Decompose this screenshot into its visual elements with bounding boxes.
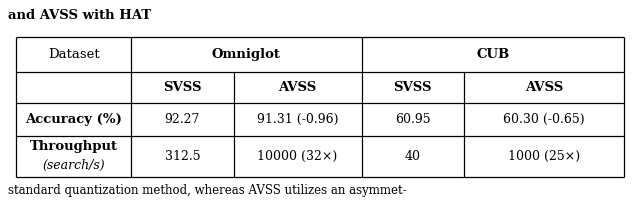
Text: SVSS: SVSS	[163, 81, 202, 94]
Text: 60.95: 60.95	[395, 113, 431, 126]
Text: 92.27: 92.27	[164, 113, 200, 126]
Text: Accuracy (%): Accuracy (%)	[25, 113, 122, 126]
Text: Dataset: Dataset	[48, 48, 99, 61]
Text: AVSS: AVSS	[525, 81, 563, 94]
Text: 312.5: 312.5	[164, 150, 200, 163]
Text: 60.30 (-0.65): 60.30 (-0.65)	[503, 113, 585, 126]
Text: 40: 40	[405, 150, 421, 163]
Text: standard quantization method, whereas AVSS utilizes an asymmet-: standard quantization method, whereas AV…	[8, 184, 406, 197]
Text: 10000 (32×): 10000 (32×)	[257, 150, 338, 163]
Text: AVSS: AVSS	[278, 81, 317, 94]
Text: (search/s): (search/s)	[42, 159, 105, 172]
Text: and AVSS with HAT: and AVSS with HAT	[8, 9, 151, 22]
Text: 91.31 (-0.96): 91.31 (-0.96)	[257, 113, 339, 126]
Text: CUB: CUB	[476, 48, 509, 61]
Text: Omniglot: Omniglot	[212, 48, 281, 61]
Text: Throughput: Throughput	[29, 140, 118, 153]
Text: 1000 (25×): 1000 (25×)	[508, 150, 580, 163]
Text: SVSS: SVSS	[394, 81, 432, 94]
